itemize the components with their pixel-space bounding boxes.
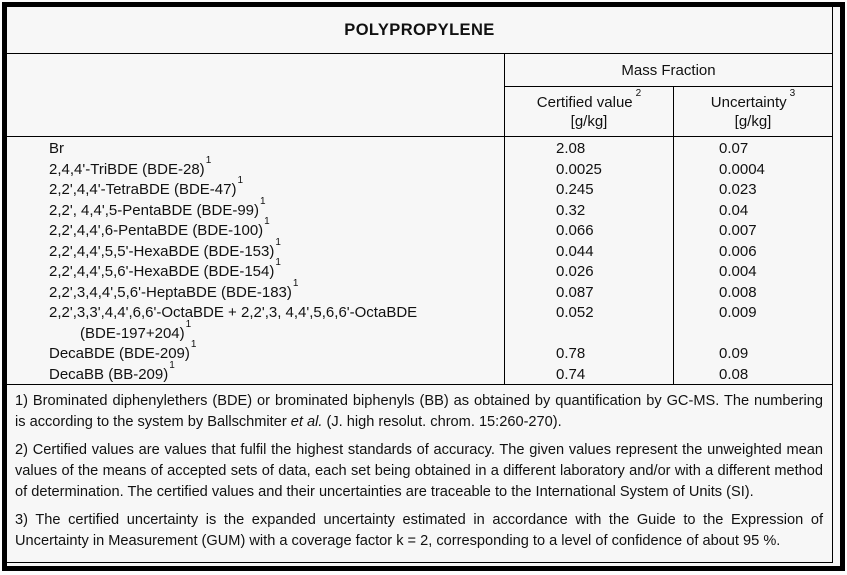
table-row-name: 2,2',4,4',6-PentaBDE (BDE-100)1 (49, 216, 270, 240)
uncertainty-value: 0.07 (719, 140, 749, 157)
footnote-ref-3: 3 (789, 87, 796, 99)
table-row-name: 2,2',3,3',4,4',6,6'-OctaBDE + 2,2',3, 4,… (49, 304, 418, 321)
certified-values-table: POLYPROPYLENE Mass Fraction Certified va… (7, 7, 833, 563)
uncertainty-value: 0.04 (719, 201, 749, 219)
uncertainty-value: 0.007 (719, 222, 757, 239)
footnotes-section: 1) Brominated diphenylethers (BDE) or br… (7, 385, 832, 562)
table-row-name: 2,2',3,4,4',5,6'-HeptaBDE (BDE-183)1 (49, 277, 299, 301)
table-row-name: 2,2',4,4'-TetraBDE (BDE-47)1 (49, 175, 244, 199)
certified-value: 0.0025 (556, 160, 602, 178)
uncertainty-value: 0.009 (719, 304, 757, 321)
table-row-name-wrap: (BDE-197+204)1 (80, 318, 192, 342)
footnote-ref-2: 2 (635, 87, 642, 99)
uncertainty-value: 0.023 (719, 181, 757, 198)
certified-value: 0.245 (556, 181, 594, 198)
uncertainty-value: 0.09 (719, 345, 749, 362)
certified-value-label: Certified value2 (536, 87, 642, 111)
certified-value: 0.052 (556, 304, 594, 321)
page-title: POLYPROPYLENE (7, 7, 832, 54)
uncertainty-value: 0.004 (719, 263, 757, 280)
certified-value (505, 324, 673, 345)
table-row-name: 2,4,4'-TriBDE (BDE-28)1 (49, 154, 212, 178)
certified-value: 0.087 (556, 283, 594, 301)
table-row-name: 2,2',4,4',5,6'-HexaBDE (BDE-154)1 (49, 257, 281, 281)
uncertainty-column: 0.07 0.0004 0.023 0.04 0.007 0.006 0.004… (674, 137, 832, 385)
uncertainty-label: Uncertainty3 (710, 87, 796, 111)
table-row-name: DecaBB (BB-209)1 (49, 359, 175, 383)
uncertainty-column-header: Uncertainty3 [g/kg] (674, 87, 832, 137)
certified-value: 0.74 (556, 365, 586, 383)
footnote-2: 2) Certified values are values that fulf… (15, 442, 823, 500)
uncertainty-value: 0.008 (719, 283, 757, 301)
certified-value: 0.044 (556, 242, 594, 260)
table-row-name: Br (49, 140, 64, 157)
footnote-1: 1) Brominated diphenylethers (BDE) or br… (15, 393, 823, 430)
footnote-3: 3) The certified uncertainty is the expa… (15, 512, 823, 549)
uncertainty-unit: [g/kg] (734, 112, 772, 130)
uncertainty-value: 0.08 (719, 365, 749, 383)
certified-value: 0.32 (556, 201, 586, 219)
mass-fraction-group-header: Mass Fraction (505, 54, 832, 87)
uncertainty-value: 0.0004 (719, 160, 765, 178)
certified-value-column: 2.08 0.0025 0.245 0.32 0.066 0.044 0.026… (505, 137, 674, 385)
certified-value-unit: [g/kg] (570, 112, 608, 130)
certified-value: 0.026 (556, 263, 594, 280)
analyte-column-header-blank (7, 54, 505, 137)
et-al-italic: et al. (290, 414, 323, 430)
certified-value-column-header: Certified value2 [g/kg] (505, 87, 674, 137)
certified-value: 0.066 (556, 222, 594, 239)
table-row-name: 2,2', 4,4',5-PentaBDE (BDE-99)1 (49, 195, 266, 219)
table-row-name: 2,2',4,4',5,5'-HexaBDE (BDE-153)1 (49, 236, 281, 260)
uncertainty-value (674, 324, 832, 345)
table-row-name: DecaBDE (BDE-209)1 (49, 339, 197, 363)
uncertainty-value: 0.006 (719, 242, 757, 260)
analyte-name-column: Br 2,4,4'-TriBDE (BDE-28)1 2,2',4,4'-Tet… (7, 137, 505, 385)
certified-value: 2.08 (556, 140, 586, 157)
certified-value: 0.78 (556, 345, 586, 362)
